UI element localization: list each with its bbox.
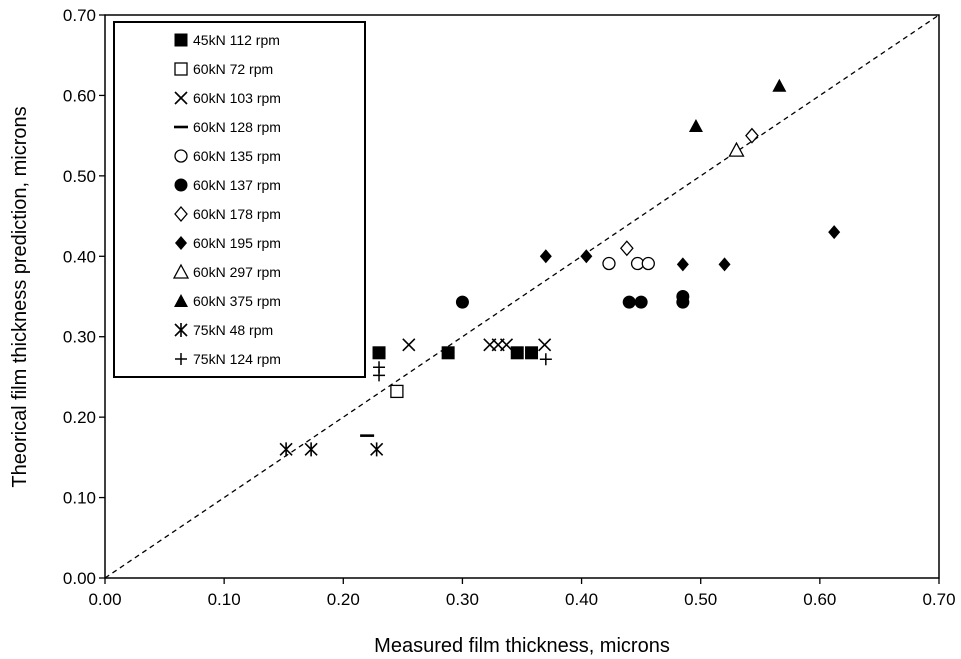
- legend-label: 60kN 297 rpm: [193, 264, 281, 280]
- y-axis-title: Theorical film thickness prediction, mic…: [9, 106, 31, 487]
- point-75kn-124-rpm: [539, 353, 552, 366]
- x-tick-label: 0.10: [208, 590, 241, 609]
- legend-marker-asterisk: [174, 323, 188, 337]
- x-tick-label: 0.00: [88, 590, 121, 609]
- y-tick-label: 0.50: [63, 167, 96, 186]
- legend-items: 45kN 112 rpm 60kN 72 rpm 60kN 103 rpm 60kN …: [172, 32, 281, 367]
- x-tick-label: 0.20: [327, 590, 360, 609]
- legend-label: 60kN 135 rpm: [193, 148, 281, 164]
- point-60kn-195-rpm: [580, 249, 593, 264]
- legend-box: [113, 21, 366, 378]
- legend-marker-open-square: [174, 62, 188, 76]
- point-60kn-103-rpm: [402, 338, 416, 352]
- point-60kn-137-rpm: [634, 295, 648, 309]
- legend-label: 60kN 178 rpm: [193, 206, 281, 222]
- reference-line-layer: [104, 14, 940, 579]
- point-45kn-112-rpm: [372, 346, 386, 360]
- point-60kn-297-rpm: [728, 141, 745, 157]
- y-tick-label: 0.00: [63, 569, 96, 588]
- point-60kn-195-rpm: [828, 225, 841, 240]
- legend-label: 45kN 112 rpm: [193, 32, 280, 48]
- y-tick-label: 0.10: [63, 489, 96, 508]
- point-60kn-135-rpm: [602, 256, 616, 271]
- point-60kn-103-rpm: [499, 338, 514, 352]
- legend-label: 75kN 124 rpm: [193, 351, 281, 367]
- point-60kn-375-rpm: [772, 78, 787, 92]
- point-60kn-137-rpm: [676, 290, 690, 303]
- y-axis: 0.00 0.10 0.20 0.30 0.40 0.50 0.60 0.70: [63, 6, 105, 588]
- legend-marker-open-diamond: [174, 206, 188, 222]
- x-tick-label: 0.50: [684, 590, 717, 609]
- point-60kn-137-rpm: [622, 295, 636, 309]
- legend-marker-filled-triangle: [174, 294, 188, 307]
- point-60kn-135-rpm: [641, 256, 655, 271]
- legend-marker-open-triangle: [172, 263, 190, 279]
- legend-label: 75kN 48 rpm: [193, 322, 273, 338]
- legend-marker-x: [174, 91, 188, 105]
- point-60kn-195-rpm: [676, 257, 689, 272]
- legend: 45kN 112 rpm 60kN 72 rpm 60kN 103 rpm 60kN …: [113, 21, 366, 378]
- diagonal-reference-line: [104, 14, 940, 579]
- legend-marker-plus: [175, 353, 187, 365]
- legend-marker-filled-diamond: [175, 236, 187, 250]
- x-tick-label: 0.30: [446, 590, 479, 609]
- point-60kn-195-rpm: [718, 257, 731, 272]
- legend-label: 60kN 128 rpm: [193, 119, 281, 135]
- data-points: [279, 78, 841, 457]
- y-tick-label: 0.40: [63, 247, 96, 266]
- legend-marker-filled-square: [174, 33, 188, 47]
- point-60kn-103-rpm: [538, 338, 552, 352]
- x-tick-label: 0.40: [565, 590, 598, 609]
- point-45kn-112-rpm: [441, 346, 455, 360]
- point-60kn-195-rpm: [539, 249, 552, 264]
- point-60kn-137-rpm: [455, 295, 469, 309]
- y-tick-label: 0.20: [63, 408, 96, 427]
- legend-marker-filled-circle: [174, 178, 188, 192]
- legend-label: 60kN 72 rpm: [193, 61, 273, 77]
- legend-label: 60kN 137 rpm: [193, 177, 281, 193]
- point-75kn-124-rpm: [373, 361, 386, 374]
- y-tick-label: 0.60: [63, 86, 96, 105]
- point-45kn-112-rpm: [525, 346, 539, 360]
- legend-label: 60kN 195 rpm: [193, 235, 281, 251]
- x-axis-title: Measured film thickness, microns: [374, 635, 670, 657]
- point-75kn-48-rpm: [304, 442, 318, 457]
- legend-label: 60kN 375 rpm: [193, 293, 281, 309]
- point-45kn-112-rpm: [510, 346, 524, 360]
- x-tick-label: 0.60: [803, 590, 836, 609]
- point-60kn-178-rpm: [619, 240, 634, 257]
- point-75kn-48-rpm: [370, 442, 384, 457]
- point-60kn-178-rpm: [745, 127, 759, 144]
- x-tick-label: 0.70: [922, 590, 955, 609]
- x-axis: 0.00 0.10 0.20 0.30 0.40 0.50 0.60 0.70: [88, 578, 956, 609]
- point-75kn-48-rpm: [279, 442, 293, 457]
- legend-marker-open-circle: [174, 149, 188, 163]
- point-60kn-72-rpm: [390, 384, 404, 399]
- y-tick-label: 0.70: [63, 6, 96, 25]
- point-60kn-375-rpm: [688, 118, 703, 132]
- y-tick-label: 0.30: [63, 328, 96, 347]
- legend-label: 60kN 103 rpm: [193, 90, 281, 106]
